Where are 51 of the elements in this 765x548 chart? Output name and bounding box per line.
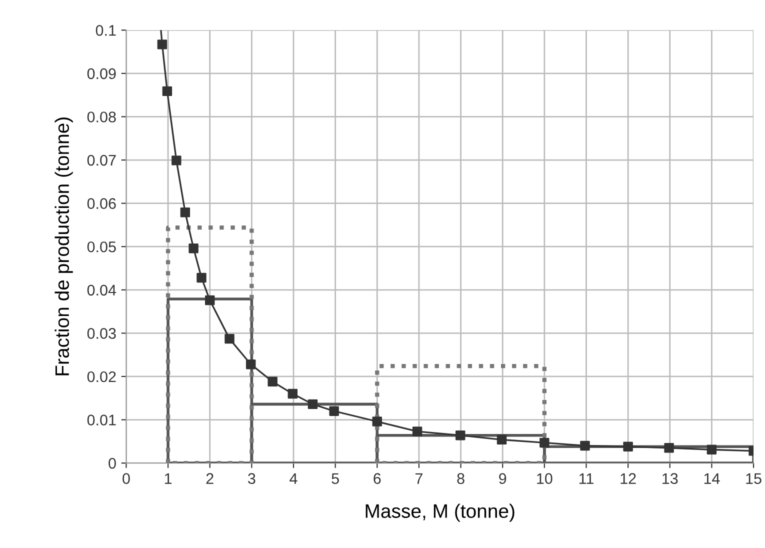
y-tick-label: 0.07 <box>87 154 116 166</box>
point <box>372 416 382 426</box>
x-tick-label: 3 <box>248 473 256 484</box>
x-tick-label: 6 <box>374 473 381 484</box>
point <box>496 434 507 445</box>
x-tick-label: 14 <box>704 473 720 484</box>
point <box>196 272 206 283</box>
point <box>188 243 198 254</box>
point <box>205 295 215 306</box>
y-tick-label: 0.06 <box>87 198 116 209</box>
point <box>288 388 298 399</box>
x-tick-label: 4 <box>290 473 298 484</box>
y-tick-label: 0.04 <box>87 284 116 296</box>
x-tick-label: 2 <box>206 473 214 484</box>
y-tick-label: 0 <box>108 458 116 469</box>
y-axis-title: Fraction de production (tonne) <box>54 118 73 376</box>
point <box>706 444 717 454</box>
x-tick-label: 5 <box>332 473 339 484</box>
point <box>268 376 278 387</box>
y-tick-label: 0.03 <box>87 328 116 339</box>
x-tick-label: 8 <box>457 473 464 484</box>
y-tick-label: 0.05 <box>87 241 116 252</box>
x-tick-label: 13 <box>662 473 678 484</box>
x-tick-label: 0 <box>122 473 130 484</box>
y-tick-label: 0.1 <box>96 25 116 36</box>
point <box>664 443 674 453</box>
point <box>623 442 633 452</box>
point <box>329 406 339 416</box>
x-tick-label: 15 <box>746 473 762 484</box>
point <box>157 40 168 50</box>
point <box>180 208 190 218</box>
point <box>580 440 590 451</box>
point <box>224 334 234 344</box>
y-tick-label: 0.01 <box>87 414 116 426</box>
x-tick-label: 12 <box>620 473 636 484</box>
point <box>246 359 256 370</box>
point <box>412 426 422 436</box>
y-tick-label: 0.08 <box>87 112 116 122</box>
x-tick-label: 11 <box>579 473 594 484</box>
x-tick-label: 7 <box>416 473 422 484</box>
point <box>540 438 550 448</box>
x-tick-label: 9 <box>499 473 506 484</box>
x-axis-title: Masse, M (tonne) <box>366 504 514 522</box>
point <box>308 399 318 410</box>
point <box>172 156 182 166</box>
y-tick-label: 0.09 <box>87 68 116 80</box>
x-tick-label: 10 <box>537 473 552 484</box>
x-tick-label: 1 <box>164 473 172 484</box>
point <box>456 430 466 440</box>
point <box>162 86 172 96</box>
y-tick-label: 0.02 <box>87 371 116 382</box>
